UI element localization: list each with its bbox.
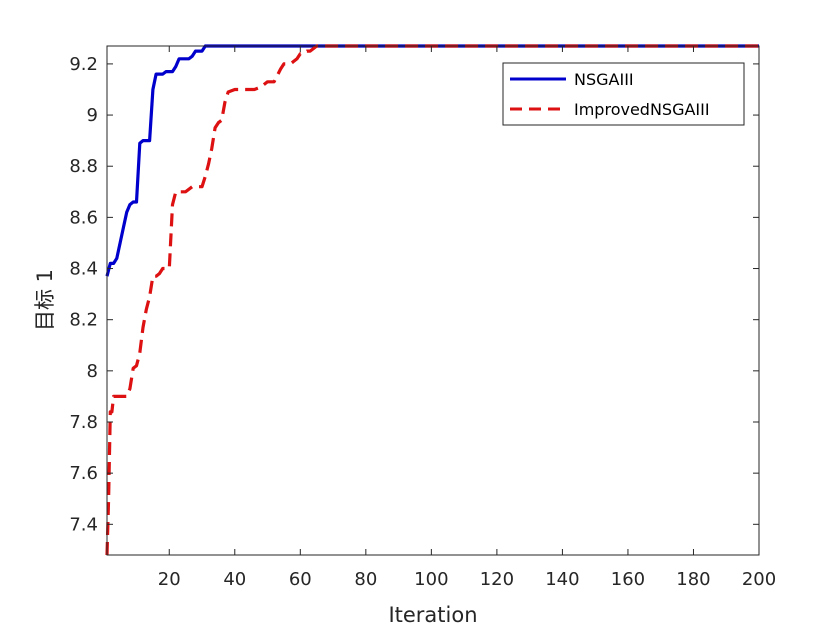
legend: NSGAIII ImprovedNSGAIII	[502, 62, 745, 126]
y-axis-title: 目标 1	[33, 269, 57, 331]
y-tick-label: 8.8	[69, 156, 98, 177]
x-tick-label: 20	[158, 569, 181, 590]
y-tick-label: 7.4	[69, 514, 98, 535]
y-tick-label: 8	[87, 361, 98, 382]
y-tick-label: 9	[87, 105, 98, 126]
x-tick-label: 100	[414, 569, 448, 590]
x-tick-label: 200	[742, 569, 776, 590]
x-tick-label: 60	[289, 569, 312, 590]
x-tick-label: 160	[611, 569, 645, 590]
legend-box	[502, 62, 745, 126]
y-tick-label: 8.4	[69, 259, 98, 280]
y-tick-label: 8.2	[69, 310, 98, 331]
x-tick-label: 120	[480, 569, 514, 590]
legend-label-nsgaiii: NSGAIII	[574, 70, 634, 89]
y-tick-label: 8.6	[69, 207, 98, 228]
x-tick-label: 140	[545, 569, 579, 590]
x-axis-title: Iteration	[388, 603, 477, 627]
series-line-improvednsgaiii	[105, 44, 759, 556]
y-tick-label: 7.6	[69, 463, 98, 484]
plot-frame	[106, 45, 760, 556]
x-tick-label: 40	[223, 569, 246, 590]
x-tick-label: 180	[676, 569, 710, 590]
legend-label-improvednsgaiii: ImprovedNSGAIII	[574, 100, 710, 119]
x-ticks: 20 40 60 80 100 120 140 160 180 200	[158, 46, 776, 590]
y-ticks: 7.4 7.6 7.8 8 8.2 8.4 8.6 8.8 9 9.2	[69, 54, 759, 535]
x-tick-label: 80	[354, 569, 377, 590]
y-tick-label: 9.2	[69, 54, 98, 75]
y-tick-label: 7.8	[69, 412, 98, 433]
